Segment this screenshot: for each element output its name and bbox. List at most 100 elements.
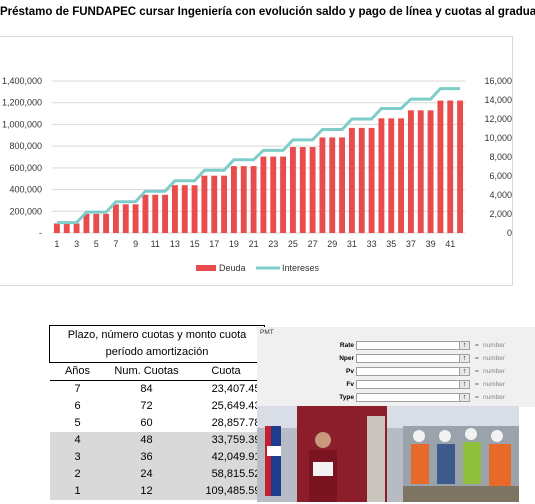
y-left-tick-label: 800,000 <box>9 141 42 151</box>
amortization-table: Plazo, número cuotas y monto cuota perío… <box>49 325 265 500</box>
bar-deuda <box>73 223 80 233</box>
x-tick-label: 13 <box>170 239 180 249</box>
line-intereses <box>56 87 461 225</box>
bar-deuda <box>339 137 346 233</box>
cell-cuotas: 60 <box>140 417 153 429</box>
x-tick-label: 29 <box>327 239 337 249</box>
bar-deuda <box>457 100 464 234</box>
pmt-arg-label: Type <box>339 394 354 401</box>
pmt-arg-equals: = <box>475 394 479 401</box>
cell-cuota: 109,485.59 <box>187 483 265 500</box>
pmt-arg-input[interactable] <box>356 367 470 376</box>
collapse-dialog-icon[interactable]: ↑ <box>459 354 470 363</box>
pmt-arg-equals: = <box>475 381 479 388</box>
bar-deuda <box>388 118 395 233</box>
table-title: Plazo, número cuotas y monto cuota perío… <box>49 325 265 363</box>
y-left-tick-label: 1,000,000 <box>2 119 42 129</box>
y-left-tick-label: - <box>39 228 42 238</box>
collapse-dialog-icon[interactable]: ↑ <box>459 367 470 376</box>
col-header-cuotas: Num. Cuotas <box>105 362 188 381</box>
collapse-dialog-icon[interactable]: ↑ <box>459 341 470 350</box>
x-tick-label: 35 <box>386 239 396 249</box>
combo-chart: - 200,000 400,000 600,000 800,000 1,000,000 1,… <box>2 76 512 273</box>
bar-deuda <box>447 100 454 234</box>
pmt-arg-row: Fv ↑ = number <box>257 380 535 391</box>
bar-deuda <box>417 110 424 233</box>
bar-deuda <box>152 194 159 233</box>
collapse-dialog-icon[interactable]: ↑ <box>459 380 470 389</box>
x-tick-label: 7 <box>113 239 118 249</box>
x-tick-label: 3 <box>74 239 79 249</box>
y-right-tick-label: 6,000 <box>489 171 512 181</box>
pmt-arg-label: Pv <box>346 368 354 375</box>
table-row: 3 36 42,049.91 <box>49 449 265 466</box>
bar-deuda <box>53 223 60 233</box>
x-tick-label: 23 <box>268 239 278 249</box>
pmt-arg-hint: number <box>483 381 506 388</box>
bar-deuda <box>93 213 100 233</box>
x-tick-label: 33 <box>367 239 377 249</box>
cell-cuotas: 12 <box>105 483 188 500</box>
pmt-arg-row: Type ↑ = number <box>257 393 535 404</box>
x-tick-label: 15 <box>190 239 200 249</box>
cell-cuotas: 84 <box>140 383 153 395</box>
pmt-arg-label: Nper <box>339 355 354 362</box>
x-tick-label: 5 <box>94 239 99 249</box>
y-right-tick-label: 12,000 <box>484 114 512 124</box>
bar-deuda <box>132 204 139 233</box>
cell-cuota: 28,857.78 <box>211 417 261 429</box>
x-tick-label: 39 <box>426 239 436 249</box>
page-title: Préstamo de FUNDAPEC cursar Ingeniería c… <box>0 6 535 18</box>
pmt-arg-input[interactable] <box>356 341 470 350</box>
pmt-arg-label: Fv <box>346 381 354 388</box>
pmt-arg-equals: = <box>475 355 479 362</box>
cell-anos: 1 <box>49 483 106 500</box>
bar-deuda <box>211 175 218 233</box>
y-right-tick-label: 16,000 <box>484 76 512 86</box>
bar-deuda <box>348 127 355 233</box>
bar-deuda <box>329 137 336 233</box>
legend-swatch-deuda <box>196 265 216 271</box>
y-left-tick-label: 600,000 <box>9 163 42 173</box>
x-tick-label: 19 <box>229 239 239 249</box>
cell-cuotas: 36 <box>105 449 188 466</box>
bar-deuda <box>230 166 237 233</box>
pmt-function-dialog: PMT Rate ↑ = number Nper ↑ = number Pv ↑ = number Fv… <box>257 327 535 407</box>
bar-deuda <box>171 185 178 233</box>
bar-deuda <box>378 118 385 233</box>
bar-deuda <box>191 185 198 233</box>
table-row: 7 84 23,407.45 <box>50 381 265 399</box>
bar-deuda <box>63 223 70 233</box>
pmt-arg-input[interactable] <box>356 354 470 363</box>
cell-cuota: 42,049.91 <box>187 449 265 466</box>
cell-anos: 2 <box>49 466 106 483</box>
bar-deuda <box>309 147 316 233</box>
pmt-arg-row: Pv ↑ = number <box>257 367 535 378</box>
pmt-arg-input[interactable] <box>356 393 470 402</box>
cell-cuota: 58,815.52 <box>187 466 265 483</box>
bar-deuda <box>319 137 326 233</box>
bar-deuda <box>112 204 119 233</box>
chart-frame <box>0 36 513 286</box>
bar-deuda <box>270 156 277 233</box>
pmt-arg-label: Rate <box>339 342 354 349</box>
x-tick-label: 11 <box>151 239 160 249</box>
y-right-tick-label: 2,000 <box>489 209 512 219</box>
cell-anos: 3 <box>49 449 106 466</box>
pmt-arg-hint: number <box>483 355 506 362</box>
pmt-arg-row: Rate ↑ = number <box>257 341 535 352</box>
cell-cuota: 25,649.43 <box>211 400 261 412</box>
table-row: 6 72 25,649.43 <box>50 398 265 415</box>
col-header-cuota: Cuota <box>187 362 265 381</box>
col-header-anos: Años <box>49 362 106 381</box>
bar-deuda <box>299 147 306 233</box>
bar-deuda <box>103 213 110 233</box>
y-right-tick-label: 4,000 <box>489 190 512 200</box>
bar-deuda <box>260 156 267 233</box>
pmt-arg-input[interactable] <box>356 380 470 389</box>
legend-label-intereses: Intereses <box>282 263 320 273</box>
bar-deuda <box>142 194 149 233</box>
x-tick-label: 17 <box>209 239 219 249</box>
collapse-dialog-icon[interactable]: ↑ <box>459 393 470 402</box>
pmt-arg-equals: = <box>475 342 479 349</box>
